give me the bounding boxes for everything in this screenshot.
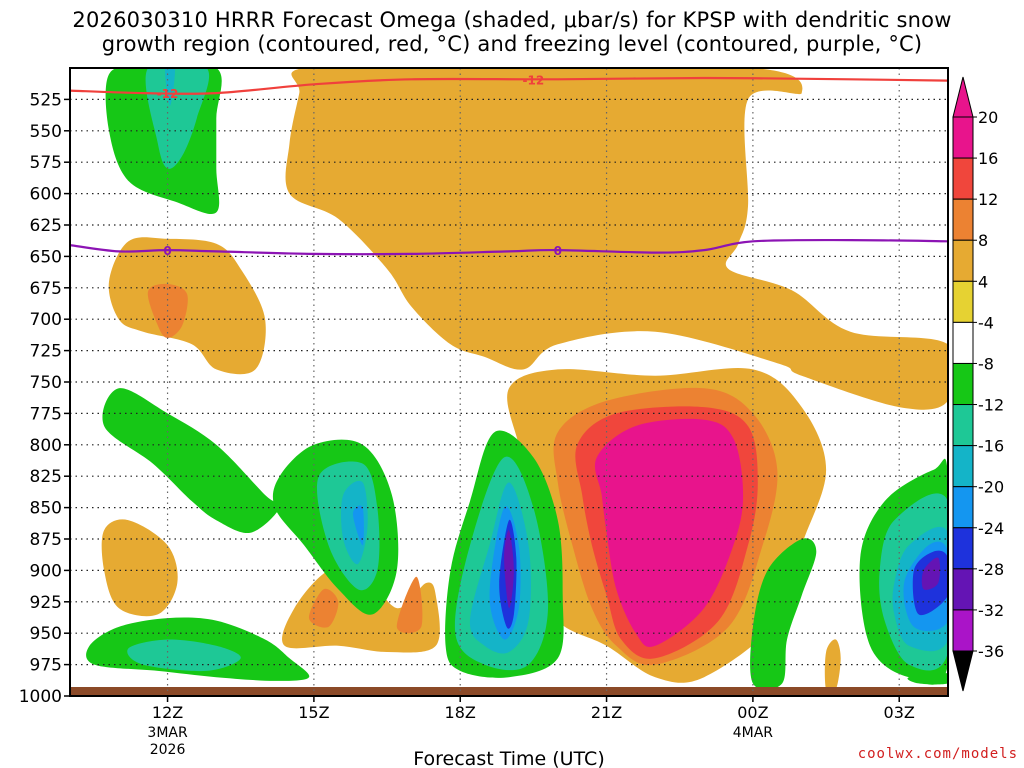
- contour-label: -12: [157, 87, 179, 101]
- omega-region: [504, 530, 514, 609]
- x-tick-label: 03Z: [884, 703, 915, 722]
- temperature-contours: -12 -12 0 0: [70, 73, 948, 258]
- colorbar-swatch: [952, 486, 974, 529]
- y-tick-label: 850: [30, 499, 62, 519]
- y-tick-label: 1000: [19, 687, 62, 707]
- colorbar-label: 4: [978, 272, 988, 291]
- omega-region: [341, 480, 368, 565]
- contour-label: -12: [523, 73, 545, 87]
- chart-title-line1: 2026030310 HRRR Forecast Omega (shaded, …: [72, 8, 952, 32]
- contour-label: 0: [163, 244, 171, 258]
- colorbar-swatch: [952, 568, 974, 611]
- omega-region: [285, 68, 948, 410]
- y-tick-label: 925: [30, 593, 62, 613]
- contour-line: [70, 76, 948, 95]
- colorbar-label: -12: [978, 396, 1004, 415]
- y-tick-label: 725: [30, 342, 62, 362]
- colorbar-swatch: [952, 198, 974, 241]
- colorbar-label: -4: [978, 313, 994, 332]
- colorbar-swatch: [952, 362, 974, 406]
- contour-label: 0: [554, 244, 562, 258]
- colorbar-label: 12: [978, 190, 998, 209]
- contour-line: [70, 238, 948, 256]
- y-tick-label: 825: [30, 467, 62, 487]
- colorbar-label: -16: [978, 437, 1004, 456]
- y-axis-pressure: 525 550 575 600 625 650 675 700 725 750 775 800 825 8…: [19, 90, 70, 707]
- y-tick-label: 700: [30, 310, 62, 330]
- y-tick-label: 600: [30, 185, 62, 205]
- y-tick-label: 525: [30, 90, 62, 110]
- omega-shading: [86, 68, 948, 695]
- colorbar-swatch: [952, 527, 974, 570]
- colorbar-label: -28: [978, 560, 1004, 579]
- y-tick-label: 675: [30, 279, 62, 299]
- omega-region: [352, 505, 364, 546]
- y-tick-label: 975: [30, 656, 62, 676]
- y-tick-label: 575: [30, 153, 62, 173]
- omega-region: [824, 639, 841, 695]
- x-axis-title: Forecast Time (UTC): [413, 748, 604, 768]
- y-tick-label: 650: [30, 247, 62, 267]
- colorbar-swatch: [952, 239, 974, 282]
- omega-region: [750, 538, 817, 690]
- y-tick-label: 750: [30, 373, 62, 393]
- omega-region: [102, 388, 281, 534]
- omega-region: [921, 557, 941, 590]
- colorbar-swatch: [952, 280, 974, 323]
- colorbar-swatch: [952, 445, 974, 488]
- ground-strip: [70, 687, 948, 696]
- x-tick-label: 12Z: [152, 703, 183, 722]
- colorbar-label: 8: [978, 231, 988, 250]
- y-tick-label: 900: [30, 561, 62, 581]
- omega-region: [613, 428, 729, 634]
- colorbar-swatch: [952, 609, 974, 652]
- omega-region: [907, 673, 948, 685]
- chart-title-line2: growth region (contoured, red, °C) and f…: [101, 32, 923, 56]
- grid-lines: [70, 68, 948, 696]
- x-tick-label: 21Z: [591, 703, 622, 722]
- colorbar-label: -20: [978, 478, 1004, 497]
- y-tick-label: 875: [30, 530, 62, 550]
- colorbar-swatch: [952, 116, 974, 159]
- colorbar-bottom-arrow: [952, 650, 974, 692]
- x-tick-label: 15Z: [298, 703, 329, 722]
- x-tick-date: 3MAR: [147, 725, 188, 741]
- colorbar-label: 20: [978, 108, 998, 127]
- y-tick-label: 550: [30, 122, 62, 142]
- colorbar-label: -24: [978, 519, 1004, 538]
- colorbar-swatch: [952, 404, 974, 447]
- x-tick-year: 2026: [150, 742, 186, 758]
- omega-region: [308, 588, 339, 628]
- credit-link[interactable]: coolwx.com/models: [857, 746, 1018, 762]
- y-tick-label: 775: [30, 404, 62, 424]
- omega-region: [101, 519, 178, 617]
- colorbar-label: -36: [978, 642, 1004, 661]
- colorbar-label: 16: [978, 149, 998, 168]
- colorbar-label: -8: [978, 354, 994, 373]
- y-tick-label: 800: [30, 436, 62, 456]
- x-tick-label: 00Z: [737, 703, 768, 722]
- omega-region: [396, 576, 423, 634]
- colorbar-top-arrow: [952, 76, 974, 118]
- omega-region: [127, 639, 241, 672]
- colorbar-swatch: [952, 321, 974, 364]
- x-tick-date: 4MAR: [733, 725, 774, 741]
- y-tick-label: 950: [30, 624, 62, 644]
- y-tick-label: 625: [30, 216, 62, 236]
- colorbar-swatch: [952, 157, 974, 200]
- colorbar-label: -32: [978, 601, 1004, 620]
- omega-region: [165, 68, 175, 106]
- colorbar: 20 16 12 8 4 -4 -8 -12 -16 -20 -24 -28 -32 -36: [952, 76, 1004, 692]
- x-tick-label: 18Z: [445, 703, 476, 722]
